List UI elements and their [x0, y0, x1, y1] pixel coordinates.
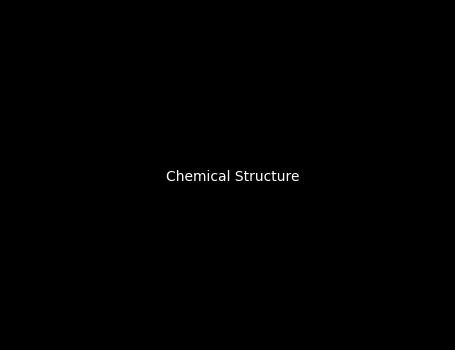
Text: Chemical Structure: Chemical Structure [167, 170, 300, 184]
